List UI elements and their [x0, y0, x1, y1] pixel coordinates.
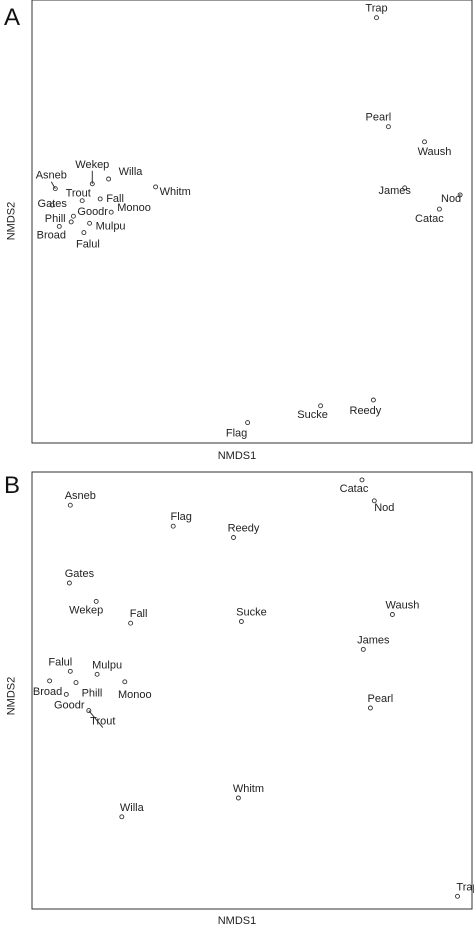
point-label-pearl: Pearl [366, 112, 392, 124]
point-goodr [70, 213, 76, 219]
point-james [402, 185, 408, 191]
point-label-trout: Trout [66, 188, 91, 200]
point-label-catac: Catac [340, 483, 369, 495]
panel-a-letter: A [4, 4, 21, 31]
point-label-flag: Flag [226, 428, 247, 440]
point-catac [359, 477, 365, 483]
point-label-nod: Nod [441, 193, 461, 205]
point-gates [66, 580, 72, 586]
point-trap [455, 893, 460, 899]
point-label-broad: Broad [37, 229, 66, 241]
point-label-willa: Willa [119, 166, 144, 178]
point-trap [374, 15, 379, 21]
point-label-james: James [357, 634, 390, 646]
point-label-reedy: Reedy [228, 523, 260, 535]
point-label-james: James [378, 185, 411, 197]
point-gates [49, 202, 55, 208]
point-label-fall: Fall [130, 608, 148, 620]
point-nod [371, 498, 377, 504]
point-flag [170, 523, 176, 529]
point-label-catac: Catac [415, 213, 444, 225]
point-label-asneb: Asneb [65, 490, 96, 502]
point-label-goodr: Goodr [54, 699, 85, 711]
point-phill [68, 219, 74, 225]
point-falul [67, 668, 73, 674]
panel-a-y-axis-label: NMDS2 [5, 201, 18, 241]
point-label-phill: Phill [82, 688, 103, 700]
point-label-trap: Trap [456, 881, 474, 893]
point-label-whitm: Whitm [233, 783, 264, 795]
panel-a-frame [31, 0, 473, 444]
point-label-monoo: Monoo [118, 689, 152, 701]
panel-b-x-axis-label: NMDS1 [217, 915, 257, 927]
point-label-fall: Fall [106, 193, 124, 205]
point-label-falul: Falul [48, 656, 72, 668]
point-pearl [385, 124, 391, 130]
point-wekep [93, 598, 99, 604]
point-label-waush: Waush [418, 146, 452, 158]
point-label-waush: Waush [385, 600, 419, 612]
point-label-gates: Gates [38, 198, 68, 210]
point-willa [119, 814, 125, 820]
point-willa [106, 176, 112, 182]
point-label-whitm: Whitm [160, 186, 191, 198]
point-fall [97, 196, 103, 202]
point-flag [245, 420, 251, 426]
point-asneb [67, 502, 73, 508]
point-james [360, 646, 366, 652]
point-label-broad: Broad [33, 686, 62, 698]
panel-b-letter: B [4, 472, 21, 499]
point-catac [436, 206, 442, 212]
panel-a-x-axis-label: NMDS1 [217, 450, 257, 462]
point-label-gates: Gates [65, 568, 95, 580]
point-label-monoo: Monoo [117, 202, 151, 214]
point-monoo [108, 209, 114, 215]
point-label-phill: Phill [45, 213, 66, 225]
point-label-wekep: Wekep [69, 604, 103, 616]
point-label-nod: Nod [374, 502, 394, 514]
point-sucke [318, 403, 324, 409]
leader-line-trout [88, 710, 104, 728]
leader-line-asneb [50, 181, 56, 189]
point-label-sucke: Sucke [297, 409, 328, 421]
point-whitm [153, 184, 159, 190]
point-label-trout: Trout [90, 716, 115, 728]
point-pearl [367, 705, 373, 711]
point-mulpu [94, 671, 100, 677]
point-label-wekep: Wekep [75, 159, 109, 171]
point-whitm [235, 795, 241, 801]
point-trout [79, 198, 85, 204]
panel-b-y-axis-label: NMDS2 [5, 676, 18, 716]
point-falul [81, 230, 87, 236]
point-sucke [238, 619, 244, 624]
point-label-asneb: Asneb [36, 170, 67, 182]
point-label-sucke: Sucke [236, 607, 267, 619]
point-label-willa: Willa [120, 802, 145, 814]
point-broad [56, 223, 62, 229]
point-label-reedy: Reedy [350, 405, 382, 417]
point-goodr [63, 691, 69, 697]
point-waush [422, 139, 427, 145]
point-fall [128, 620, 134, 626]
panel-b-frame [31, 471, 473, 910]
point-reedy [231, 535, 236, 540]
point-reedy [370, 397, 376, 403]
point-label-falul: Falul [76, 239, 100, 251]
point-mulpu [87, 220, 93, 226]
point-label-flag: Flag [170, 511, 191, 523]
point-phill [73, 680, 79, 686]
point-label-mulpu: Mulpu [96, 220, 126, 232]
point-label-trap: Trap [365, 3, 387, 15]
point-nod [457, 192, 463, 198]
point-label-mulpu: Mulpu [92, 659, 122, 671]
point-broad [47, 678, 53, 684]
point-label-pearl: Pearl [368, 693, 394, 705]
point-waush [389, 612, 395, 617]
point-monoo [122, 679, 128, 685]
point-label-goodr: Goodr [77, 206, 108, 218]
